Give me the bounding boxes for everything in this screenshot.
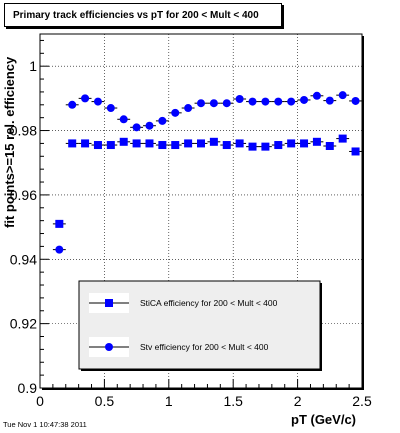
data-point-circle xyxy=(171,108,180,117)
y-tick-label: 0.92 xyxy=(10,316,37,332)
y-tick-label: 0.9 xyxy=(18,380,38,396)
data-point-circle xyxy=(300,95,309,104)
x-axis-label: pT (GeV/c) xyxy=(291,412,357,427)
data-point-circle xyxy=(93,97,102,106)
data-point-circle xyxy=(209,99,218,108)
data-point-circle xyxy=(68,100,77,109)
data-point-square xyxy=(312,137,321,146)
data-point-square xyxy=(171,141,180,150)
data-point-square xyxy=(184,139,193,148)
y-tick-label: 0.94 xyxy=(10,251,37,267)
data-point-square xyxy=(132,139,141,148)
data-point-square xyxy=(300,139,309,148)
x-tick-label: 2.5 xyxy=(352,393,372,409)
legend-marker-square xyxy=(105,299,113,307)
legend-entry-label: Stv efficiency for 200 < Mult < 400 xyxy=(140,342,269,352)
data-point-square xyxy=(248,142,257,151)
chart-title: Primary track efficiencies vs pT for 200… xyxy=(4,3,282,27)
data-point-square xyxy=(222,141,231,150)
legend: StiCA efficiency for 200 < Mult < 400 Stv… xyxy=(78,280,322,371)
y-tick-label: 0.96 xyxy=(10,187,37,203)
data-point-circle xyxy=(222,99,231,108)
data-point-square xyxy=(209,137,218,146)
y-axis: 0.9 0.92 0.94 0.96 0.98 1 xyxy=(10,39,49,396)
data-point-square xyxy=(274,141,283,150)
data-point-circle xyxy=(338,91,347,100)
data-point-circle xyxy=(106,104,115,113)
data-point-circle xyxy=(274,97,283,106)
y-tick-label: 0.98 xyxy=(10,123,37,139)
x-tick-label: 0.5 xyxy=(95,393,115,409)
legend-marker-circle xyxy=(105,343,113,351)
timestamp: Tue Nov 1 10:47:38 2011 xyxy=(3,420,87,429)
data-point-circle xyxy=(197,99,205,108)
x-tick-label: 0 xyxy=(36,393,44,409)
y-tick-label: 1 xyxy=(29,58,37,74)
data-point-square xyxy=(145,139,154,148)
x-axis: 0 0.5 1 1.5 2 2.5 xyxy=(36,379,372,409)
data-point-square xyxy=(81,139,90,148)
data-point-square xyxy=(235,139,244,148)
data-point-circle xyxy=(235,95,244,104)
x-tick-label: 1 xyxy=(165,393,173,409)
data-point-square xyxy=(55,219,64,228)
data-point-circle xyxy=(351,96,360,105)
data-point-square xyxy=(325,141,334,150)
data-point-circle xyxy=(184,104,193,113)
x-tick-label: 1.5 xyxy=(223,393,243,409)
legend-entry-label: StiCA efficiency for 200 < Mult < 400 xyxy=(140,298,278,308)
data-point-circle xyxy=(81,94,90,103)
data-point-circle xyxy=(325,96,334,105)
data-point-square xyxy=(119,137,128,146)
data-point-square xyxy=(338,134,347,143)
data-marks xyxy=(52,91,362,254)
data-point-circle xyxy=(132,123,141,132)
data-point-square xyxy=(287,139,296,148)
data-point-circle xyxy=(312,91,321,100)
data-point-square xyxy=(93,141,102,150)
data-point-square xyxy=(351,147,360,156)
data-point-square xyxy=(106,141,115,150)
data-point-circle xyxy=(119,115,128,124)
x-tick-label: 2 xyxy=(294,393,302,409)
data-point-square xyxy=(197,139,205,148)
data-point-circle xyxy=(248,97,257,106)
data-point-circle xyxy=(158,116,167,125)
data-point-circle xyxy=(261,97,270,106)
data-point-square xyxy=(261,142,270,151)
data-point-circle xyxy=(55,245,64,254)
data-point-circle xyxy=(145,121,154,130)
data-point-square xyxy=(68,139,77,148)
data-point-circle xyxy=(287,97,296,106)
data-point-square xyxy=(158,141,167,150)
